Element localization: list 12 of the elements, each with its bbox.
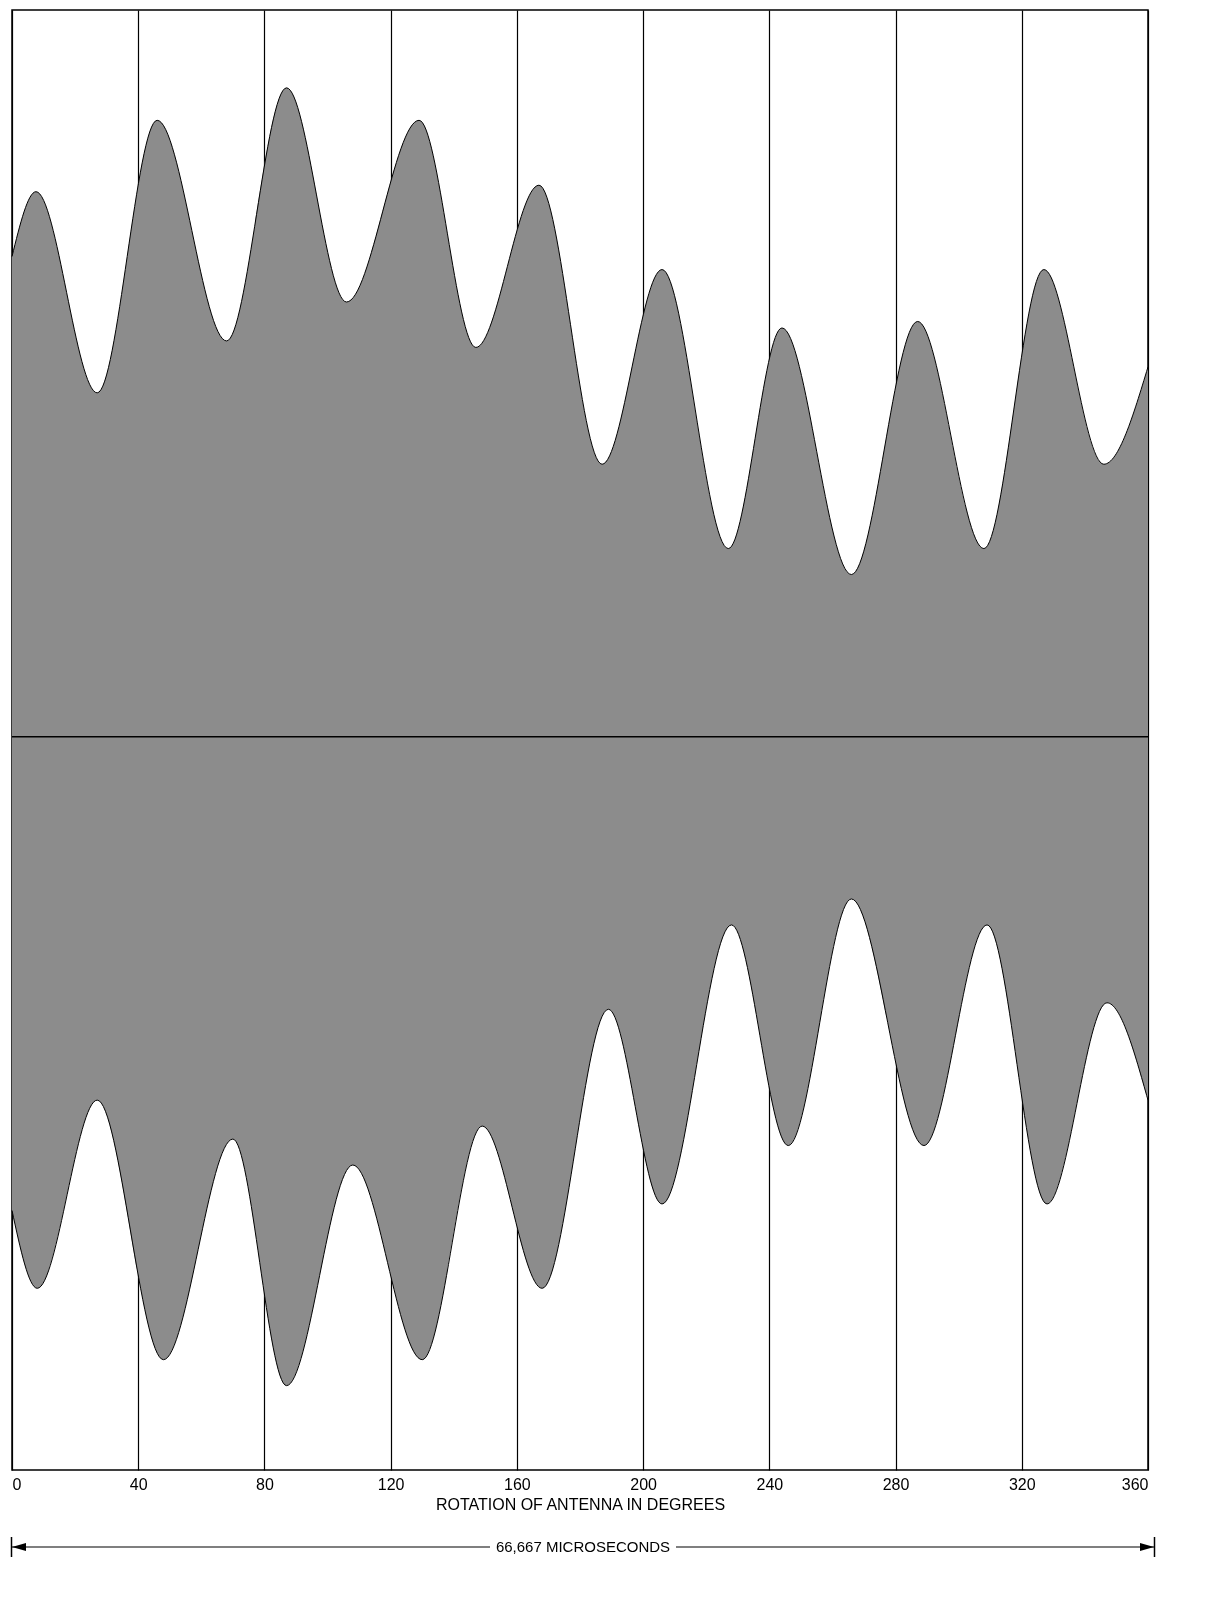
x-tick-label: 320 (1008, 1475, 1036, 1493)
x-tick-label: 80 (256, 1475, 274, 1493)
x-tick-label: 0 (12, 1475, 22, 1493)
x-axis-title: ROTATION OF ANTENNA IN DEGREES (435, 1495, 726, 1513)
x-tick-label: 240 (756, 1475, 784, 1493)
x-tick-label: 40 (129, 1475, 148, 1493)
x-tick-label: 120 (377, 1475, 405, 1493)
x-tick-label: 280 (882, 1475, 910, 1493)
x-tick-label: 160 (504, 1475, 531, 1493)
text: 66,667 MICROSECONDS (489, 1538, 677, 1555)
x-tick-label: 200 (630, 1475, 658, 1493)
x-tick-label: 360 (1121, 1475, 1149, 1493)
